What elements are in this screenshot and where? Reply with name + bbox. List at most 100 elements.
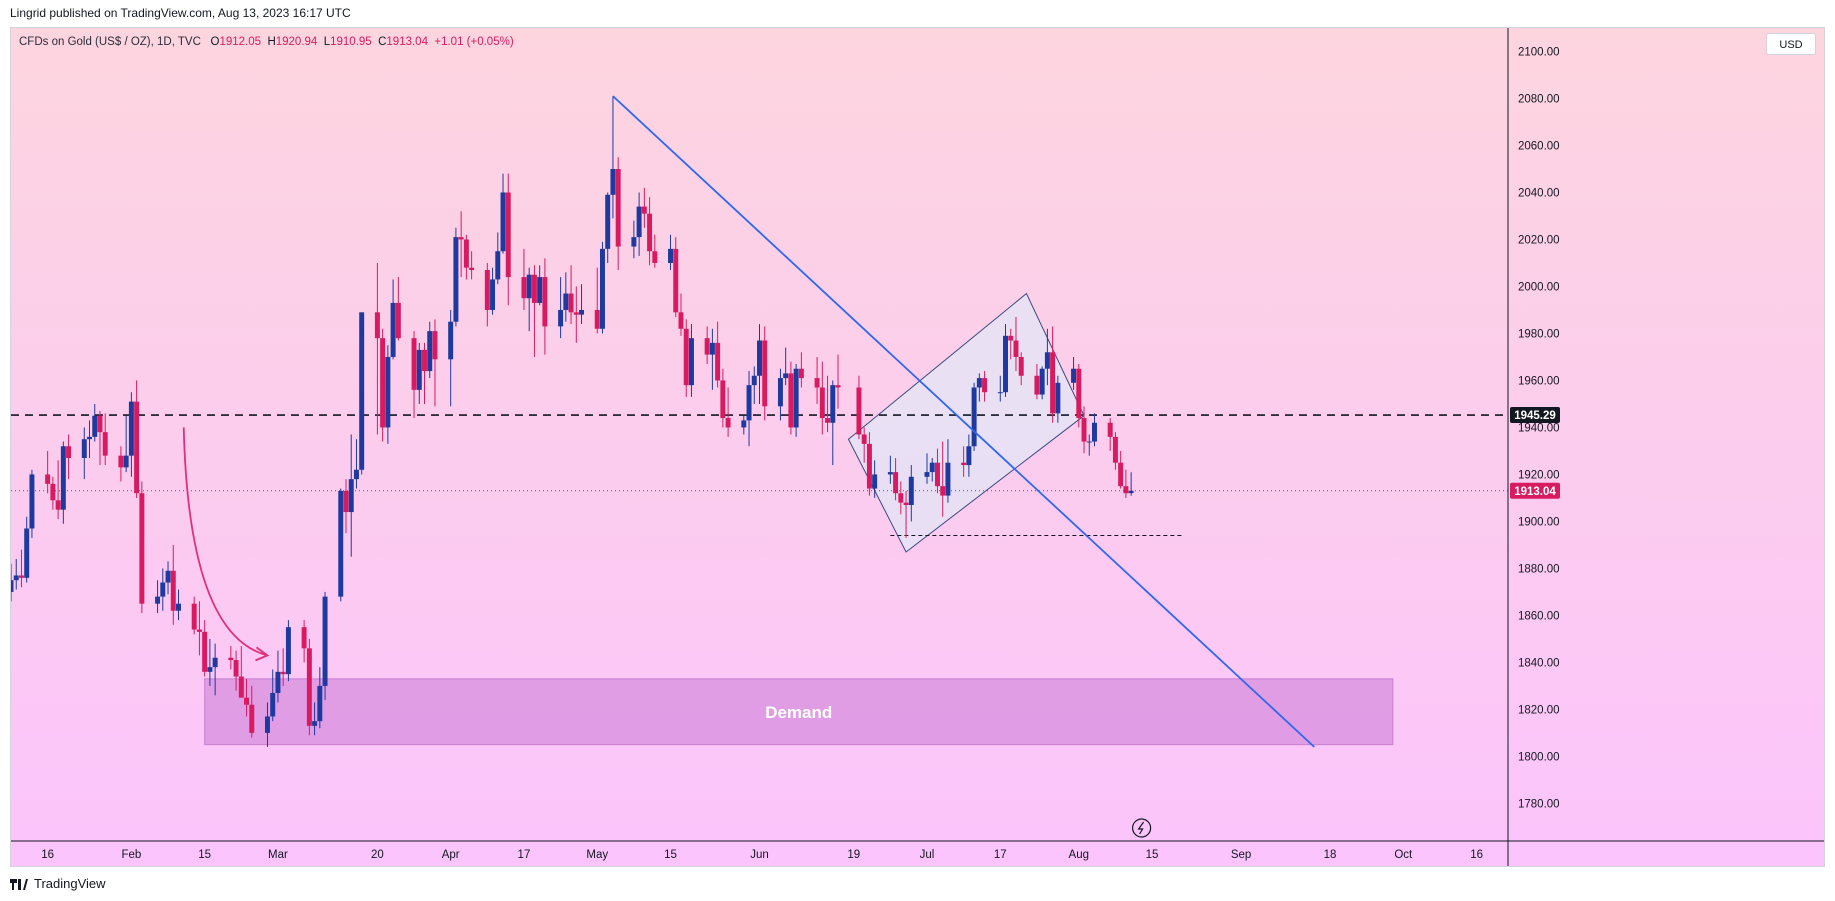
- candle-body: [762, 340, 768, 407]
- candle-body: [751, 375, 757, 386]
- candle-body: [1018, 356, 1024, 376]
- price-badge-label: 1945.29: [1514, 410, 1556, 422]
- candle-body: [757, 340, 762, 376]
- candle-body: [856, 387, 862, 435]
- candle-body: [997, 392, 1003, 394]
- candle-body: [427, 331, 433, 372]
- candle-body: [903, 502, 909, 505]
- candle-body: [652, 251, 658, 263]
- candle-body: [13, 575, 19, 581]
- annotation-layer: Demand: [11, 292, 1508, 746]
- candle-body: [81, 439, 87, 458]
- price-tick-label: 1880.00: [1518, 563, 1560, 575]
- candle-body: [793, 368, 799, 428]
- candle-body: [531, 274, 537, 303]
- chart-panel[interactable]: Demand 1780.00 1800.00 1820.00 1840.00 1860.…: [10, 27, 1825, 867]
- time-tick-label: Feb: [121, 849, 141, 861]
- high-label: H: [267, 36, 276, 48]
- candle-body: [537, 277, 543, 303]
- candle-body: [641, 206, 647, 214]
- time-tick-label: 17: [994, 849, 1007, 861]
- candle-body: [66, 446, 72, 458]
- candle-body: [97, 415, 103, 433]
- close-value: 1913.04: [386, 36, 428, 48]
- candle-body: [563, 293, 569, 310]
- demand-zone-label: Demand: [765, 703, 832, 722]
- candle-body: [688, 338, 694, 386]
- candle-body: [123, 455, 129, 468]
- time-tick-label: Apr: [442, 849, 460, 861]
- candle-body: [176, 603, 181, 611]
- candle-body: [11, 580, 14, 592]
- price-tick-label: 1800.00: [1518, 751, 1560, 763]
- candle-body: [898, 493, 904, 503]
- candle-body: [18, 575, 24, 578]
- candle-body: [275, 671, 281, 693]
- candle-body: [908, 476, 914, 505]
- candle-body: [976, 378, 982, 388]
- candle-body: [1055, 382, 1061, 414]
- candle-body: [893, 472, 899, 494]
- candle-body: [233, 660, 239, 677]
- candle-body: [647, 213, 653, 252]
- candle-body: [1008, 335, 1014, 341]
- candle-body: [395, 302, 401, 339]
- candle-body: [92, 415, 98, 437]
- chart-canvas[interactable]: Demand 1780.00 1800.00 1820.00 1840.00 1860.…: [11, 28, 1824, 866]
- candle-body: [1034, 375, 1040, 395]
- candle-body: [887, 472, 893, 475]
- candle-body: [1086, 441, 1092, 443]
- candle-body: [207, 667, 213, 672]
- candle-body: [238, 676, 244, 698]
- arrow-head-icon: [255, 646, 270, 662]
- flash-icon: [1132, 818, 1152, 838]
- time-tick-label: Aug: [1069, 849, 1089, 861]
- demand-zone: [204, 678, 1394, 746]
- candle-body: [322, 596, 328, 686]
- candle-body: [673, 248, 679, 313]
- currency-button[interactable]: USD: [1766, 33, 1816, 55]
- candle-body: [521, 277, 527, 299]
- candle-body: [866, 443, 872, 489]
- time-tick-label: 15: [1146, 849, 1159, 861]
- time-tick-label: Oct: [1394, 849, 1413, 861]
- price-tick-label: 1900.00: [1518, 516, 1560, 528]
- candle-body: [495, 251, 501, 280]
- candle-body: [139, 493, 145, 604]
- price-badge: [1510, 407, 1560, 424]
- candle-body: [573, 312, 579, 315]
- price-tick-label: 1920.00: [1518, 469, 1560, 481]
- candle-body: [1050, 352, 1056, 414]
- bearish-trendline: [612, 95, 1315, 748]
- candle-body: [312, 721, 318, 726]
- candle-body: [940, 486, 946, 496]
- candle-body: [170, 570, 176, 611]
- time-tick-label: 18: [1324, 849, 1337, 861]
- candle-body: [463, 239, 469, 268]
- candle-body: [270, 692, 276, 717]
- candle-body: [568, 293, 574, 313]
- candle-body: [353, 469, 359, 480]
- candle-body: [1107, 422, 1113, 437]
- candle-body: [422, 349, 427, 372]
- candle-body: [668, 248, 674, 263]
- change-value: +1.01 (+0.05%): [434, 36, 514, 48]
- low-value: 1910.95: [330, 36, 372, 48]
- price-tick-label: 1860.00: [1518, 610, 1560, 622]
- candle-body: [594, 309, 600, 329]
- candle-body: [709, 342, 715, 355]
- candle-body: [249, 704, 255, 733]
- candle-body: [411, 338, 417, 390]
- high-value: 1920.94: [275, 36, 318, 48]
- candle-body: [741, 420, 747, 428]
- candle-body: [924, 472, 930, 477]
- price-tick-label: 1940.00: [1518, 422, 1560, 434]
- symbol-name: CFDs on Gold (US$ / OZ), 1D, TVC: [19, 36, 201, 48]
- price-badge: [1510, 482, 1560, 499]
- price-tick-label: 2000.00: [1518, 281, 1560, 293]
- candle-body: [1112, 436, 1118, 463]
- candle-body: [196, 629, 202, 632]
- candle-body: [390, 302, 396, 357]
- candle-body: [24, 528, 30, 578]
- time-tick-label: Jun: [750, 849, 769, 861]
